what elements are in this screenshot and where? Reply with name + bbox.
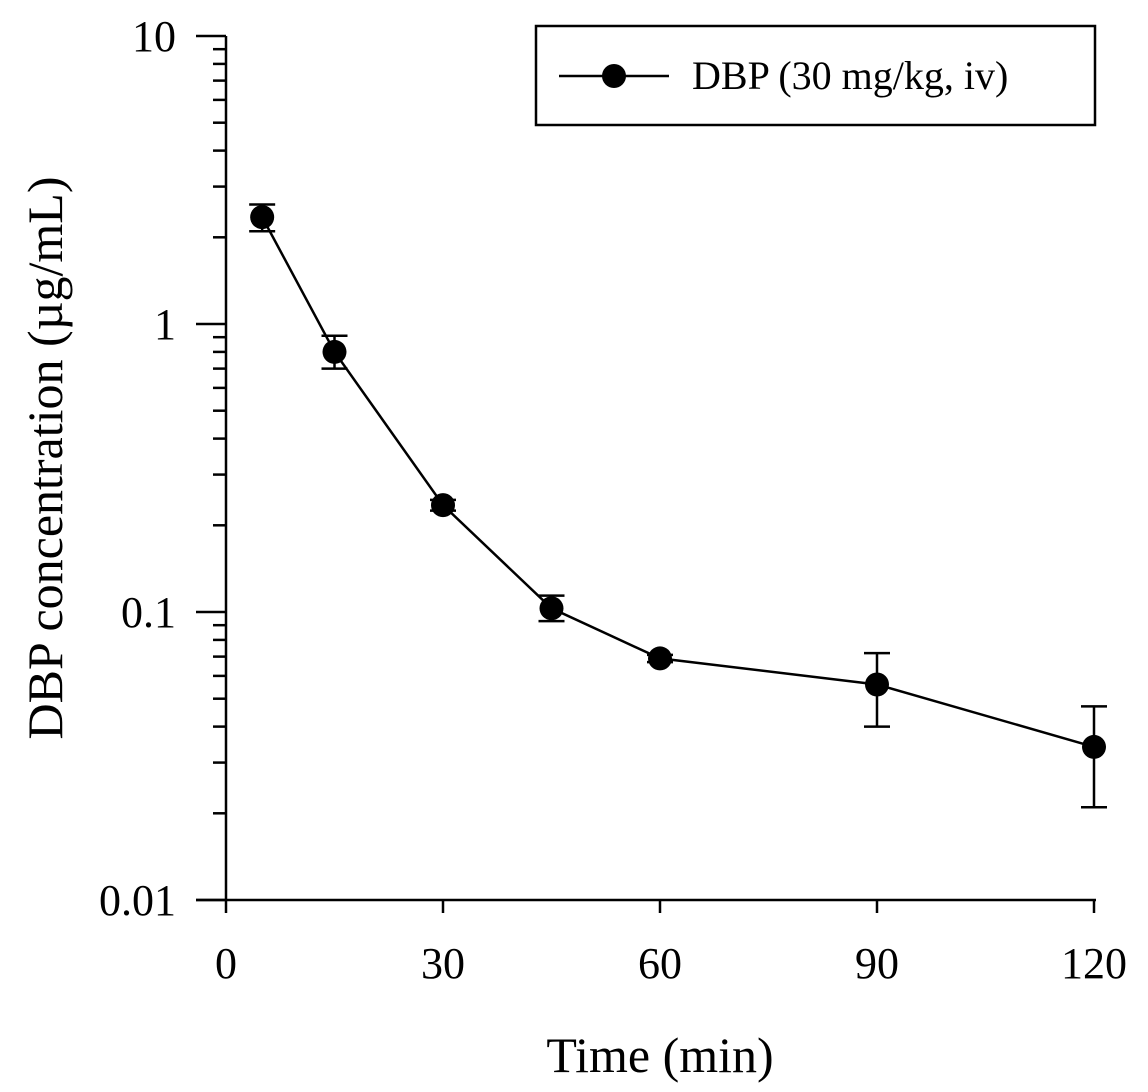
data-point [1082,734,1106,759]
legend-marker-swatch [602,64,626,88]
y-tick-label: 0.01 [99,876,176,925]
x-tick-label: 60 [638,939,682,988]
x-tick-label: 120 [1061,939,1127,988]
data-point [431,493,455,518]
data-point [865,672,889,697]
legend-label: DBP (30 mg/kg, iv) [692,53,1008,98]
x-tick-label: 0 [215,939,237,988]
data-point [539,596,564,621]
y-tick-label: 0.1 [121,588,176,637]
data-point [250,205,275,230]
y-tick-label: 10 [132,12,176,61]
series-line [261,216,1095,749]
x-tick-label: 30 [421,939,465,988]
x-axis-title: Time (min) [546,1027,773,1083]
data-series [249,203,1107,809]
legend: DBP (30 mg/kg, iv) [534,24,1097,127]
data-point [322,339,347,364]
x-tick-label: 90 [855,939,899,988]
axes [196,36,1096,902]
y-tick-label: 1 [154,300,176,349]
x-axis-ticks: 0 30 60 90 120 [215,900,1127,988]
y-axis-ticks: 0.01 0.1 1 10 [99,12,226,925]
data-point [648,646,672,671]
y-axis-title: DBP concentration (µg/mL) [17,177,73,740]
